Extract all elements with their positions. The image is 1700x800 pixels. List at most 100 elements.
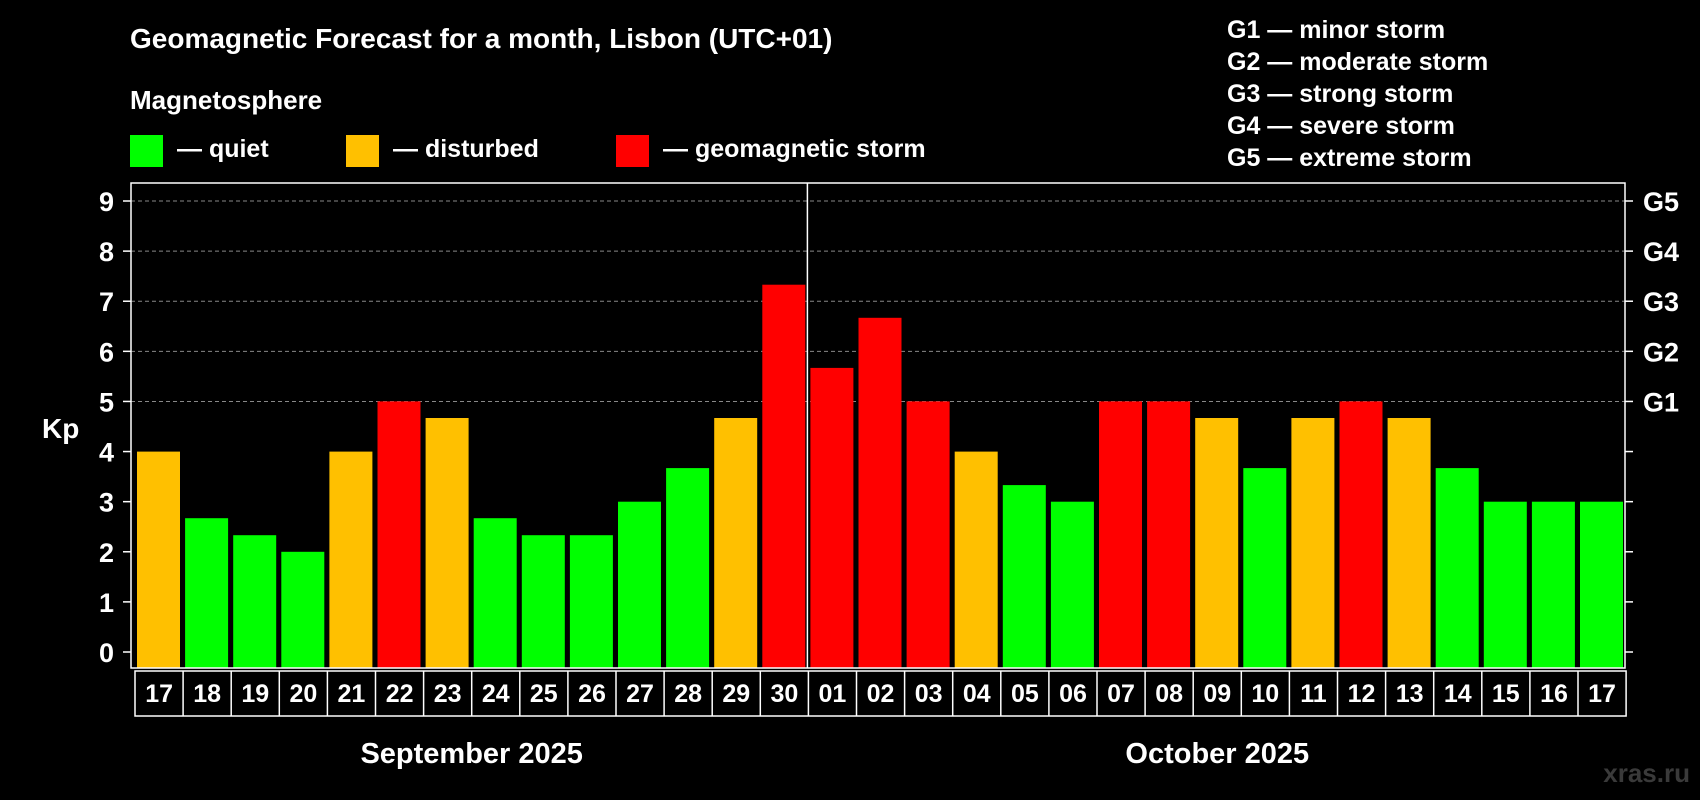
date-label: 07 — [1107, 680, 1135, 708]
date-label: 20 — [289, 680, 317, 708]
bar — [281, 551, 325, 668]
date-label: 29 — [722, 680, 750, 708]
date-label: 15 — [1492, 680, 1520, 708]
y-tick-label: 8 — [99, 237, 114, 267]
date-label: 18 — [193, 680, 221, 708]
y-tick-label: 7 — [99, 287, 114, 317]
storm-level-label: G3 — [1643, 287, 1679, 317]
legend-swatch — [346, 135, 379, 167]
plot-border — [130, 182, 1626, 669]
bar — [714, 418, 758, 668]
date-label: 26 — [578, 680, 606, 708]
bar — [425, 418, 469, 668]
date-label: 27 — [626, 680, 654, 708]
bar — [377, 401, 421, 668]
bar — [1483, 501, 1527, 668]
legend-title: Magnetosphere — [130, 85, 322, 115]
bar — [473, 518, 517, 668]
storm-scale-item: G1 — minor storm — [1227, 16, 1445, 44]
legend-label: — geomagnetic storm — [663, 135, 926, 163]
bar — [1387, 418, 1431, 668]
bar — [1243, 468, 1287, 668]
watermark: xras.ru — [1603, 758, 1690, 788]
bars — [137, 284, 1623, 668]
chart-title: Geomagnetic Forecast for a month, Lisbon… — [130, 23, 832, 54]
date-label: 23 — [434, 680, 462, 708]
date-label: 06 — [1059, 680, 1087, 708]
storm-scale-item: G4 — severe storm — [1227, 112, 1455, 140]
date-label: 17 — [1588, 680, 1616, 708]
bar — [1099, 401, 1142, 668]
date-label: 01 — [818, 680, 846, 708]
month-label: September 2025 — [360, 738, 582, 770]
bar — [1002, 485, 1046, 668]
bar — [329, 451, 373, 668]
date-label: 04 — [963, 680, 991, 708]
x-axis: 17 18 19 20 21 22 23 24 25 26 27 28 29 30 01 02 03 04 05 06… — [134, 670, 1627, 717]
bar — [1435, 468, 1479, 668]
date-label: 12 — [1348, 680, 1376, 708]
bar — [1195, 418, 1239, 668]
storm-level-label: G1 — [1643, 387, 1679, 417]
date-label: 21 — [337, 680, 365, 708]
bar — [185, 518, 229, 668]
date-label: 14 — [1444, 680, 1472, 708]
bar — [1339, 401, 1383, 668]
date-label: 24 — [482, 680, 510, 708]
bar — [666, 468, 710, 668]
date-label: 17 — [145, 680, 173, 708]
y-tick-label: 3 — [99, 488, 114, 518]
storm-level-label: G5 — [1643, 187, 1679, 217]
date-label: 09 — [1203, 680, 1231, 708]
date-label: 25 — [530, 680, 558, 708]
date-label: 16 — [1540, 680, 1568, 708]
storm-scale-item: G5 — extreme storm — [1227, 144, 1472, 172]
storm-level-axis: G1 G2 G3 G4 G5 — [1625, 187, 1679, 653]
bar — [762, 284, 806, 668]
date-label: 28 — [674, 680, 702, 708]
bar — [810, 367, 854, 668]
y-tick-label: 5 — [99, 387, 114, 417]
month-labels: September 2025 October 2025 — [360, 738, 1309, 770]
bar — [1291, 418, 1335, 668]
storm-level-label: G2 — [1643, 337, 1679, 367]
y-tick-label: 4 — [99, 438, 114, 468]
bar — [618, 501, 661, 668]
month-label: October 2025 — [1125, 738, 1309, 770]
date-label: 11 — [1300, 680, 1327, 708]
bar — [233, 535, 277, 668]
storm-scale-item: G3 — strong storm — [1227, 80, 1453, 108]
bar — [954, 451, 998, 668]
legend-label: — quiet — [177, 135, 269, 163]
y-tick-label: 2 — [99, 538, 114, 568]
legend-swatch — [130, 135, 163, 167]
date-label: 30 — [770, 680, 798, 708]
date-label: 02 — [867, 680, 895, 708]
bar — [858, 317, 902, 668]
date-label: 05 — [1011, 680, 1039, 708]
bar — [521, 535, 565, 668]
legend-label: — disturbed — [393, 135, 539, 163]
y-tick-label: 9 — [99, 187, 114, 217]
date-label: 08 — [1155, 680, 1183, 708]
bar — [906, 401, 950, 668]
bar — [137, 451, 180, 668]
bar — [1147, 401, 1191, 668]
date-label: 22 — [386, 680, 414, 708]
bar — [569, 535, 613, 668]
date-label: 03 — [915, 680, 943, 708]
storm-scale-legend: G1 — minor storm G2 — moderate storm G3 — … — [1227, 16, 1488, 172]
legend: — quiet — disturbed — geomagnetic storm — [130, 135, 926, 167]
date-label: 13 — [1396, 680, 1424, 708]
date-axis-frame — [134, 670, 1627, 717]
date-label: 19 — [241, 680, 269, 708]
y-axis-label: Kp — [42, 413, 79, 444]
legend-swatch — [616, 135, 649, 167]
storm-scale-item: G2 — moderate storm — [1227, 48, 1488, 76]
y-axis: 0 1 2 3 4 5 6 7 8 9 — [99, 187, 131, 668]
bar — [1531, 501, 1575, 668]
y-tick-label: 6 — [99, 337, 114, 367]
storm-level-label: G4 — [1643, 237, 1679, 267]
bar — [1580, 501, 1623, 668]
